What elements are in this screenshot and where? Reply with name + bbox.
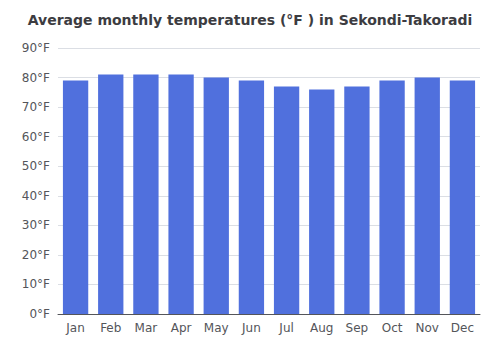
svg-text:Feb: Feb (100, 321, 121, 335)
svg-text:Aug: Aug (310, 321, 333, 335)
svg-text:Nov: Nov (416, 321, 439, 335)
svg-text:70°F: 70°F (22, 100, 50, 114)
svg-text:90°F: 90°F (22, 41, 50, 55)
svg-text:40°F: 40°F (22, 189, 50, 203)
svg-text:10°F: 10°F (22, 277, 50, 291)
svg-text:60°F: 60°F (22, 130, 50, 144)
svg-text:30°F: 30°F (22, 218, 50, 232)
svg-text:80°F: 80°F (22, 71, 50, 85)
svg-text:Jan: Jan (65, 321, 85, 335)
svg-text:Apr: Apr (171, 321, 192, 335)
svg-text:50°F: 50°F (22, 159, 50, 173)
svg-text:Average monthly temperatures (: Average monthly temperatures (°F ) in Se… (28, 12, 473, 28)
svg-text:May: May (204, 321, 229, 335)
svg-text:Dec: Dec (451, 321, 474, 335)
svg-text:Oct: Oct (382, 321, 403, 335)
svg-text:Sep: Sep (346, 321, 369, 335)
svg-text:Jul: Jul (278, 321, 293, 335)
svg-text:Jun: Jun (241, 321, 261, 335)
svg-text:Mar: Mar (135, 321, 158, 335)
svg-text:20°F: 20°F (22, 248, 50, 262)
svg-text:0°F: 0°F (29, 307, 50, 321)
